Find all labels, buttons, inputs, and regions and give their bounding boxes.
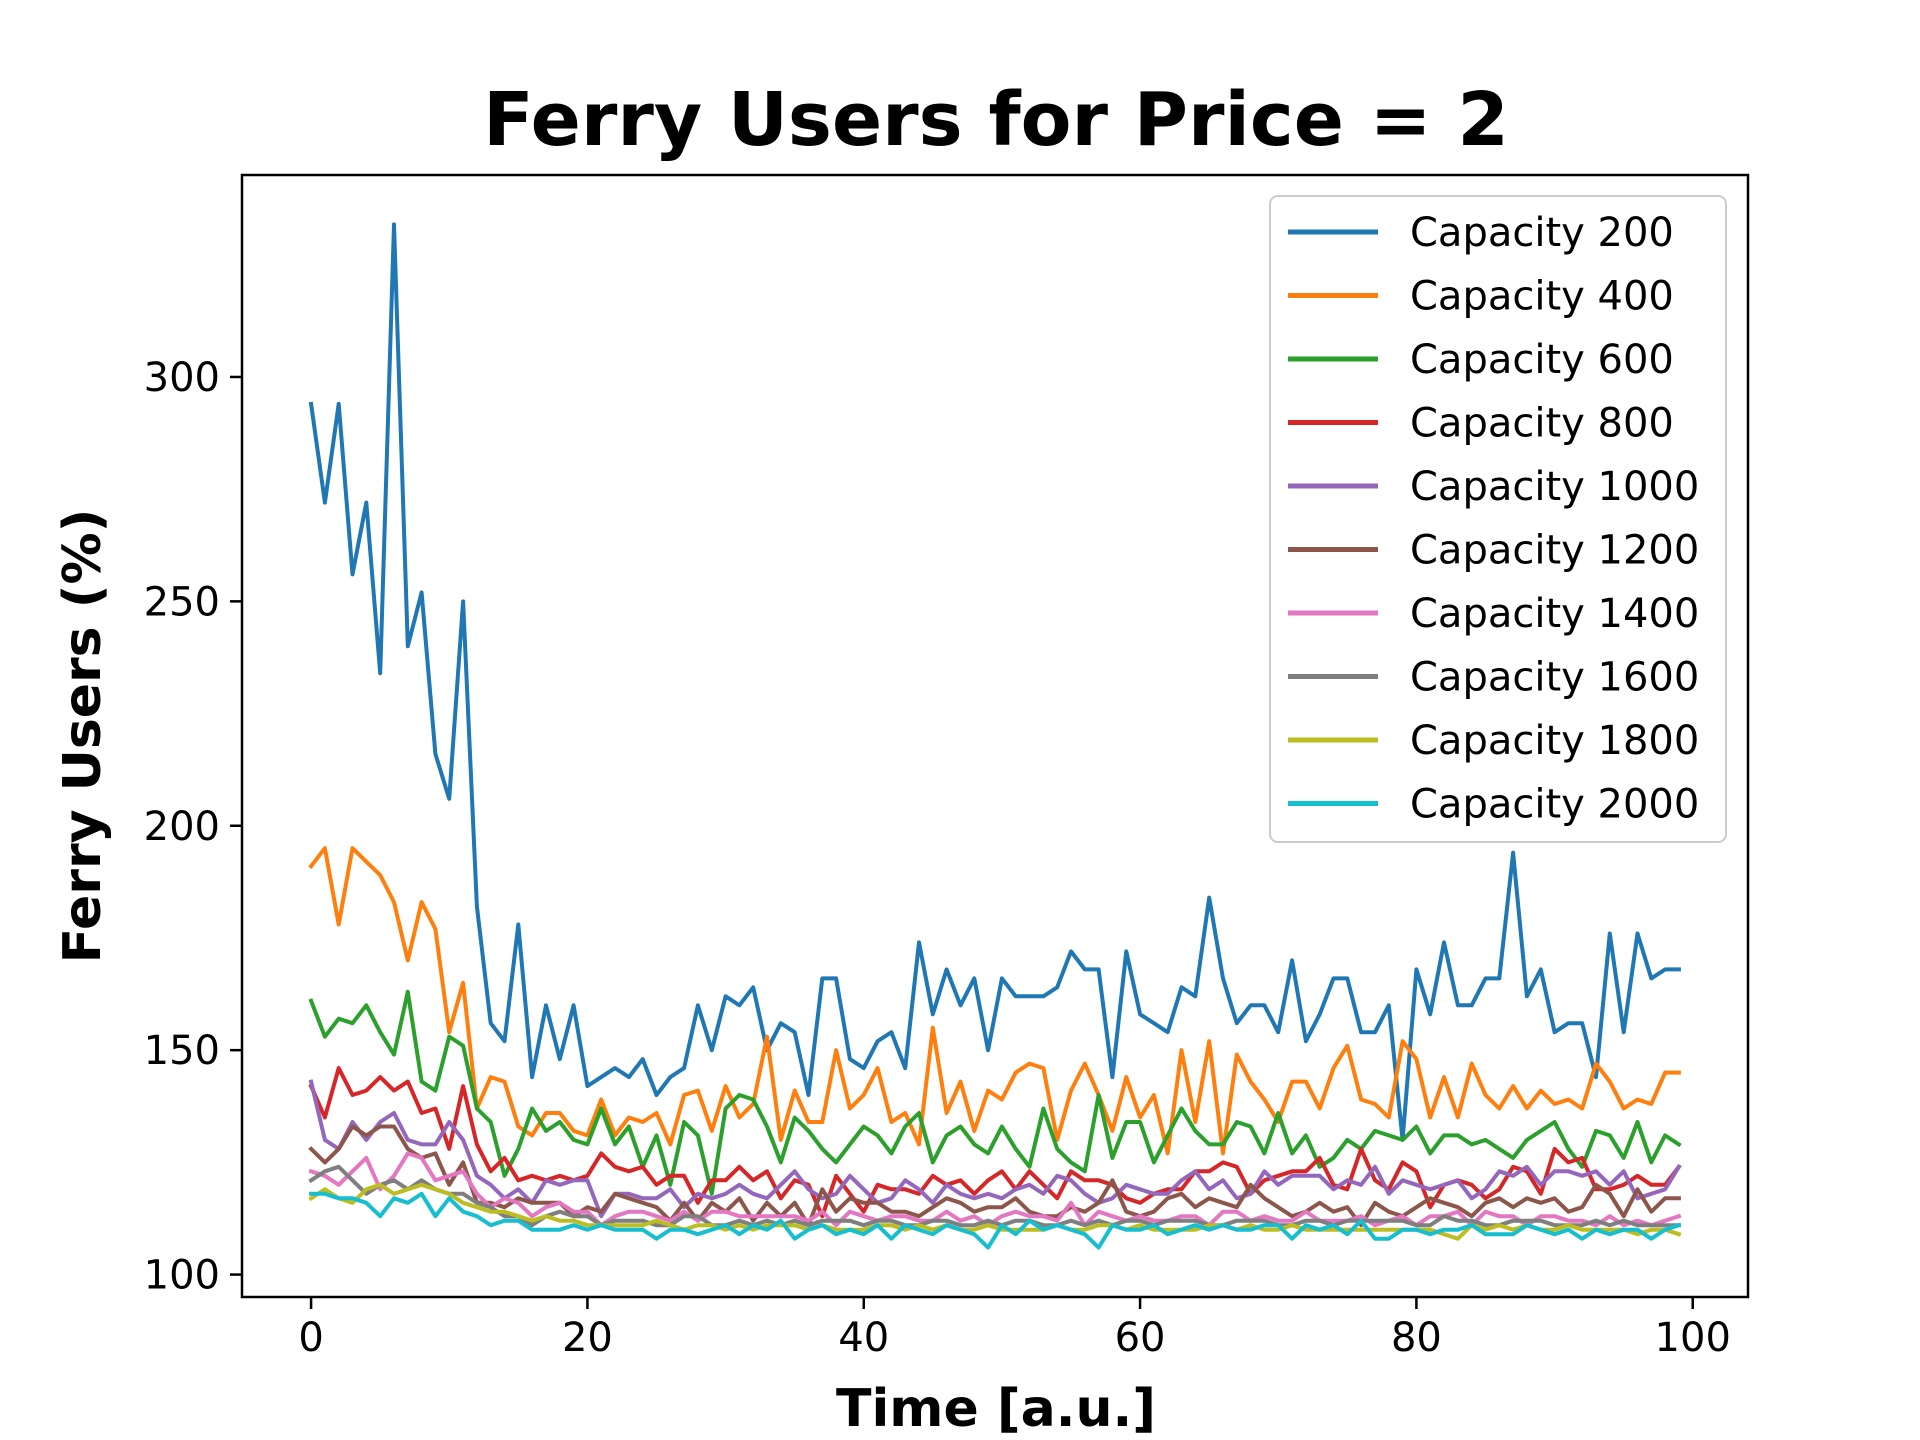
y-tick-label: 150	[144, 1028, 220, 1074]
series-line-1	[308, 222, 1681, 1142]
series-line-7	[308, 1151, 1682, 1228]
x-axis-label: Time [a.u.]	[836, 1379, 1156, 1439]
series-lines	[308, 222, 1682, 1250]
series-line-5	[308, 1079, 1682, 1219]
x-tick-label: 0	[298, 1315, 323, 1361]
legend-label: Capacity 1000	[1410, 464, 1699, 510]
series-line-9	[308, 1182, 1682, 1241]
x-tick-label: 80	[1391, 1315, 1442, 1361]
legend-label: Capacity 1200	[1410, 528, 1699, 574]
x-tick-label: 100	[1655, 1315, 1731, 1361]
legend-label: Capacity 800	[1410, 401, 1674, 447]
legend-box	[1269, 195, 1727, 843]
legend-label: Capacity 2000	[1410, 782, 1699, 828]
y-tick-label: 300	[144, 355, 220, 401]
series-line-8	[308, 1164, 1681, 1228]
y-tick-label: 200	[144, 804, 220, 850]
legend: Capacity 200 Capacity 400 Capacity 600 Capa…	[1269, 195, 1727, 843]
legend-label: Capacity 200	[1410, 210, 1674, 256]
y-axis-label: Ferry Users (%)	[53, 509, 113, 964]
chart-title: Ferry Users for Price = 2	[483, 77, 1509, 163]
legend-label: Capacity 1400	[1410, 591, 1699, 637]
y-tick-label: 100	[144, 1253, 220, 1299]
series-line-6	[308, 1124, 1681, 1228]
x-axis: 0 20 40 60 80 100	[298, 1297, 1731, 1361]
legend-label: Capacity 600	[1410, 337, 1674, 383]
series-line-2	[308, 846, 1681, 1156]
legend-label: Capacity 400	[1410, 274, 1674, 320]
x-tick-label: 40	[838, 1315, 889, 1361]
x-tick-label: 20	[562, 1315, 613, 1361]
y-axis: 100 150 200 250 300	[144, 355, 242, 1299]
legend-label: Capacity 1600	[1410, 655, 1699, 701]
series-line-3	[308, 989, 1682, 1196]
series-line-10	[309, 1191, 1682, 1250]
legend-label: Capacity 1800	[1410, 718, 1699, 764]
y-tick-label: 250	[144, 579, 220, 625]
x-tick-label: 60	[1115, 1315, 1166, 1361]
